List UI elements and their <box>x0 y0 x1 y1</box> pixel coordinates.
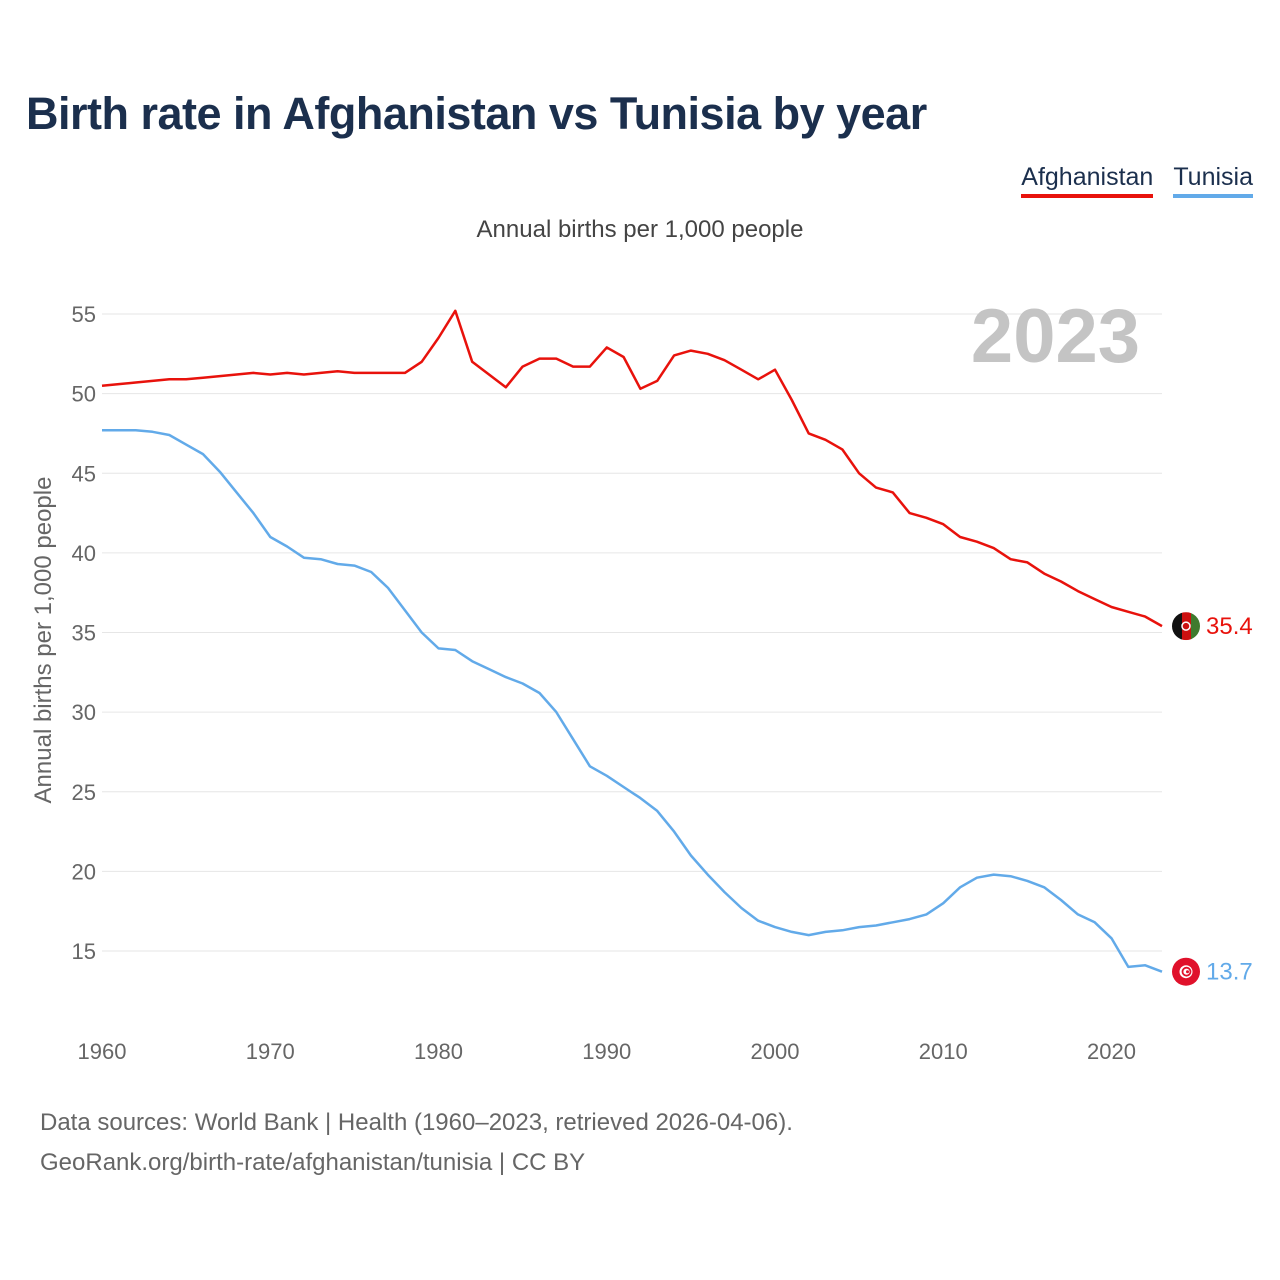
x-tick-2000: 2000 <box>751 1039 800 1064</box>
current-year-label: 2023 <box>971 294 1140 379</box>
flag-marker-tunisia <box>1172 957 1200 986</box>
x-tick-1990: 1990 <box>582 1039 631 1064</box>
x-axis-ticks: 1960 1970 1980 1990 2000 2010 2020 <box>78 1039 1136 1064</box>
y-tick-50: 50 <box>72 382 96 407</box>
flag-stripe-black <box>1172 612 1182 641</box>
y-tick-25: 25 <box>72 780 96 805</box>
end-value-label-afghanistan: 35.4 <box>1206 613 1253 640</box>
y-tick-20: 20 <box>72 859 96 884</box>
y-tick-35: 35 <box>72 621 96 646</box>
series-lines <box>101 309 1163 973</box>
chart-title: Birth rate in Afghanistan vs Tunisia by … <box>26 88 927 139</box>
afghanistan-flag-icon <box>1172 612 1200 641</box>
x-tick-2020: 2020 <box>1087 1039 1136 1064</box>
series-line-afghanistan <box>101 309 1163 628</box>
legend-item-afghanistan[interactable]: Afghanistan <box>1021 163 1154 198</box>
y-axis-label: Annual births per 1,000 people <box>30 477 57 804</box>
y-tick-55: 55 <box>72 302 96 327</box>
flag-stripe-green <box>1191 612 1200 641</box>
end-value-label-tunisia: 13.7 <box>1206 959 1253 986</box>
flag-star <box>1186 970 1189 974</box>
series-line-tunisia <box>102 429 1163 973</box>
data-source-note: Data sources: World Bank | Health (1960–… <box>40 1109 793 1136</box>
x-tick-1980: 1980 <box>414 1039 463 1064</box>
grid-lines <box>102 313 1162 952</box>
legend-item-tunisia[interactable]: Tunisia <box>1173 163 1253 198</box>
y-tick-30: 30 <box>72 700 96 725</box>
x-tick-1960: 1960 <box>78 1039 127 1064</box>
footer: Data sources: World Bank | Health (1960–… <box>40 1103 793 1183</box>
legend: Afghanistan Tunisia <box>1021 163 1253 198</box>
y-tick-15: 15 <box>72 939 96 964</box>
x-tick-1970: 1970 <box>246 1039 295 1064</box>
chart-subtitle: Annual births per 1,000 people <box>476 216 804 243</box>
source-link[interactable]: GeoRank.org/birth-rate/afghanistan/tunis… <box>40 1149 586 1176</box>
y-tick-45: 45 <box>72 461 96 486</box>
line-chart: 15 20 25 30 35 40 45 50 55 1960 1970 1980 1990 2000 2… <box>30 294 1253 1064</box>
y-tick-40: 40 <box>72 541 96 566</box>
y-axis-ticks: 15 20 25 30 35 40 45 50 55 <box>72 302 96 964</box>
end-markers: 35.4 13.7 <box>1172 612 1253 986</box>
flag-emblem <box>1181 621 1191 631</box>
flag-marker-afghanistan <box>1172 612 1200 641</box>
flag-crescent <box>1181 966 1192 977</box>
flag-stripe-red <box>1182 612 1191 641</box>
x-tick-2010: 2010 <box>919 1039 968 1064</box>
